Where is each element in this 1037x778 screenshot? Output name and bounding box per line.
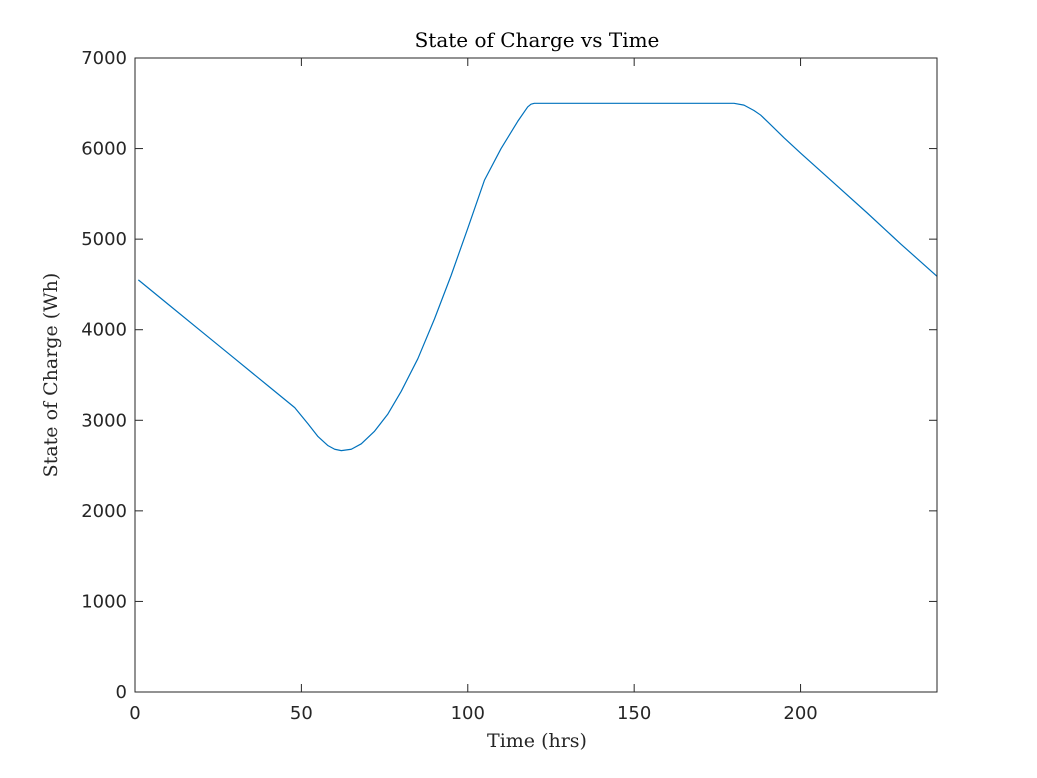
axis-frame [134, 57, 938, 693]
y-tick-label: 1000 [81, 591, 127, 612]
y-tick-label: 0 [116, 682, 127, 703]
x-axis-title: Time (hrs) [487, 730, 587, 752]
series-line-0 [137, 102, 938, 452]
x-tick-label: 200 [783, 703, 817, 724]
y-tick-label: 4000 [81, 320, 127, 341]
y-tick-label: 3000 [81, 410, 127, 431]
y-tick-label: 6000 [81, 139, 127, 160]
y-tick-label: 5000 [81, 229, 127, 250]
y-tick-label: 2000 [81, 501, 127, 522]
x-tick-label: 150 [617, 703, 651, 724]
x-tick-label: 100 [451, 703, 485, 724]
x-tick-label: 50 [290, 703, 313, 724]
x-axis-ticks: 0 50 100 150 200 [129, 58, 818, 724]
chart-title: State of Charge vs Time [415, 28, 660, 52]
y-axis-title: State of Charge (Wh) [40, 273, 62, 478]
x-tick-label: 0 [129, 703, 140, 724]
y-axis-ticks: 0 1000 2000 3000 4000 5000 6000 7000 [81, 48, 937, 703]
plot-area-border [134, 57, 938, 693]
plot-content [137, 102, 938, 452]
y-tick-label: 7000 [81, 48, 127, 69]
